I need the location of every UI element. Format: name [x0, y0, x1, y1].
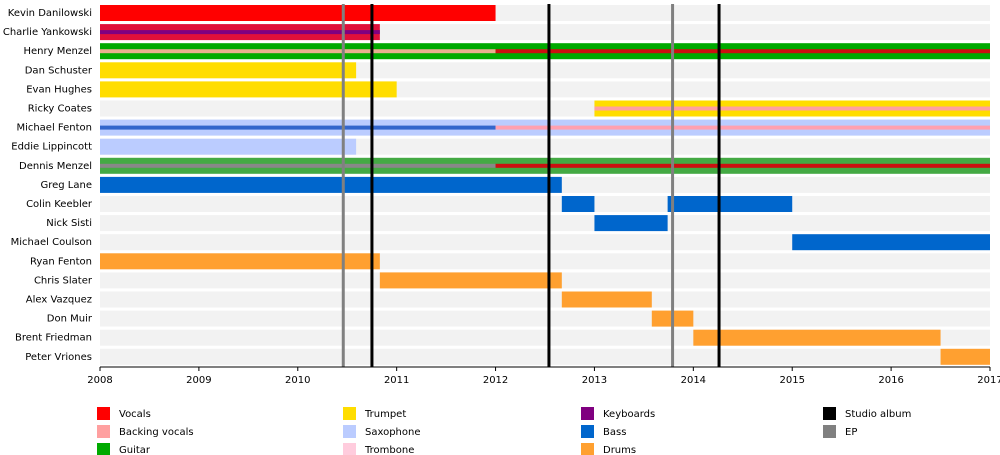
row-band — [100, 348, 990, 365]
bar-stripe — [100, 49, 496, 54]
row-band — [100, 310, 990, 327]
member-name: Henry Menzel — [23, 46, 92, 57]
legend-swatch — [97, 425, 110, 438]
legend-swatch — [97, 443, 110, 455]
member-name: Brent Friedman — [15, 333, 92, 344]
legend-swatch — [581, 407, 594, 420]
bar-stripe — [495, 49, 990, 54]
x-tick-label: 2010 — [285, 375, 310, 386]
bar-stripe — [100, 30, 380, 35]
row-band — [100, 215, 990, 232]
bar — [792, 234, 990, 251]
bar — [379, 272, 562, 289]
legend-swatch — [343, 425, 356, 438]
member-name: Charlie Yankowski — [3, 27, 92, 38]
bar — [100, 62, 357, 79]
x-tick-label: 2015 — [779, 375, 804, 386]
bar — [561, 196, 595, 212]
bar-stripe — [495, 125, 990, 130]
legend-label: Saxophone — [365, 427, 421, 438]
member-name: Nick Sisti — [46, 218, 92, 229]
legend-label: Drums — [603, 445, 636, 455]
x-tick-label: 2009 — [186, 375, 211, 386]
row-band — [100, 196, 990, 212]
bar — [594, 215, 668, 232]
bar — [100, 138, 357, 155]
bar — [100, 81, 397, 98]
row-band — [100, 291, 990, 308]
bar-stripe — [594, 106, 990, 111]
legend-label: EP — [845, 427, 857, 438]
x-tick-label: 2017 — [977, 375, 1000, 386]
legend-label: Studio album — [845, 409, 911, 420]
member-name: Chris Slater — [34, 275, 93, 286]
bar — [693, 329, 941, 346]
legend-label: Bass — [603, 427, 626, 438]
member-name: Michael Fenton — [16, 123, 92, 134]
bar — [100, 253, 380, 270]
x-tick-label: 2011 — [384, 375, 409, 386]
member-name: Ryan Fenton — [30, 256, 92, 267]
legend-swatch — [97, 407, 110, 420]
legend-label: Trumpet — [364, 409, 406, 420]
member-name: Kevin Danilowski — [8, 8, 92, 19]
legend-swatch — [343, 443, 356, 455]
x-tick-label: 2016 — [878, 375, 903, 386]
bar — [561, 291, 652, 308]
legend-label: Trombone — [364, 445, 414, 455]
member-name: Ricky Coates — [28, 104, 92, 115]
bar — [940, 348, 990, 365]
bar-stripe — [100, 125, 496, 130]
legend-label: Keyboards — [603, 409, 655, 420]
bar-stripe — [100, 163, 496, 168]
member-name: Dennis Menzel — [19, 161, 92, 172]
member-name: Don Muir — [47, 314, 93, 325]
legend-swatch — [581, 425, 594, 438]
legend-label: Backing vocals — [119, 427, 194, 438]
bar — [100, 5, 496, 21]
member-name: Eddie Lippincott — [11, 142, 92, 153]
member-name: Michael Coulson — [11, 237, 92, 248]
x-tick-label: 2008 — [87, 375, 112, 386]
x-tick-label: 2012 — [483, 375, 508, 386]
member-name: Evan Hughes — [26, 84, 92, 95]
x-tick-label: 2014 — [681, 375, 706, 386]
legend-swatch — [823, 425, 836, 438]
member-name: Dan Schuster — [25, 65, 93, 76]
row-band — [100, 234, 990, 251]
member-name: Greg Lane — [40, 180, 92, 191]
member-name: Colin Keebler — [26, 199, 93, 210]
legend-label: Vocals — [119, 409, 151, 420]
legend-swatch — [581, 443, 594, 455]
legend-swatch — [343, 407, 356, 420]
bar — [100, 176, 562, 193]
bar-stripe — [495, 163, 990, 168]
bar — [667, 196, 793, 212]
member-name: Peter Vriones — [25, 352, 92, 363]
legend-swatch — [823, 407, 836, 420]
x-tick-label: 2013 — [582, 375, 607, 386]
member-name: Alex Vazquez — [26, 295, 92, 306]
legend-label: Guitar — [119, 445, 151, 455]
